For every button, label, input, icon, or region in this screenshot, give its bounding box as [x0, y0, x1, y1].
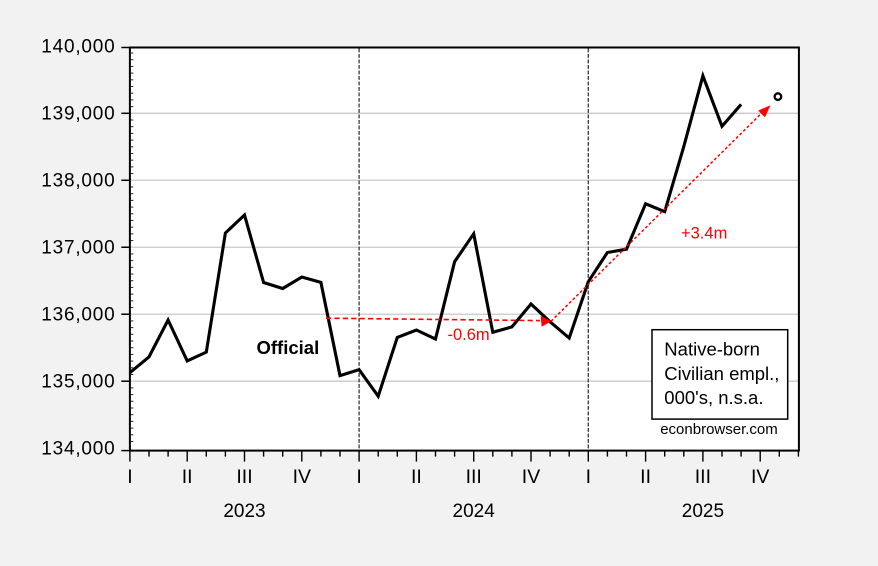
svg-text:Native-born: Native-born — [664, 339, 760, 360]
svg-text:136,000: 136,000 — [41, 304, 115, 325]
svg-text:-0.6m: -0.6m — [448, 326, 490, 344]
svg-text:137,000: 137,000 — [41, 237, 115, 258]
svg-text:138,000: 138,000 — [41, 170, 115, 191]
svg-text:135,000: 135,000 — [41, 371, 115, 392]
svg-text:I: I — [586, 466, 591, 488]
svg-text:2024: 2024 — [453, 501, 496, 522]
svg-text:IV: IV — [751, 466, 769, 488]
svg-text:140,000: 140,000 — [41, 37, 115, 58]
svg-text:econbrowser.com: econbrowser.com — [660, 421, 778, 438]
svg-text:II: II — [411, 466, 422, 488]
svg-text:Official: Official — [257, 337, 320, 358]
svg-text:+3.4m: +3.4m — [681, 224, 727, 242]
svg-text:II: II — [640, 466, 651, 488]
svg-text:IV: IV — [522, 466, 540, 488]
svg-text:I: I — [127, 466, 132, 488]
svg-text:2025: 2025 — [682, 501, 724, 522]
svg-text:IV: IV — [293, 466, 311, 488]
svg-text:Civilian empl.,: Civilian empl., — [664, 363, 779, 384]
svg-text:III: III — [236, 466, 252, 488]
svg-text:139,000: 139,000 — [41, 104, 115, 125]
svg-text:III: III — [466, 466, 482, 488]
svg-text:III: III — [695, 466, 711, 488]
svg-text:000's, n.s.a.: 000's, n.s.a. — [664, 387, 763, 408]
svg-text:134,000: 134,000 — [41, 438, 115, 459]
svg-text:II: II — [182, 466, 193, 488]
svg-text:I: I — [356, 466, 361, 488]
svg-text:2023: 2023 — [223, 501, 265, 522]
